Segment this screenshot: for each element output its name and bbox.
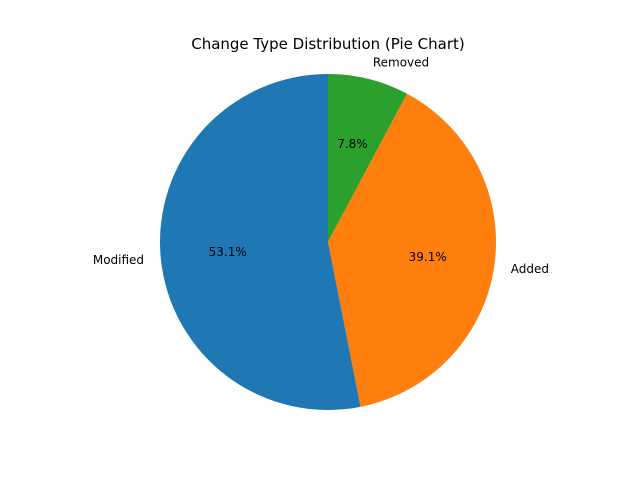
slice-label-added: Added (511, 262, 549, 276)
slice-pct-modified: 53.1% (209, 245, 247, 259)
pie-slice-added (328, 93, 496, 407)
pie-slice-modified (160, 74, 361, 410)
slice-pct-removed: 7.8% (337, 137, 368, 151)
pie-labels: Removed 7.8% Added 39.1% Modified 53.1% (93, 56, 549, 276)
slice-label-modified: Modified (93, 253, 144, 267)
chart-title: Change Type Distribution (Pie Chart) (191, 35, 465, 53)
slice-pct-added: 39.1% (409, 250, 447, 264)
slice-label-removed: Removed (373, 56, 429, 70)
pie-slice-removed (328, 74, 408, 242)
pie-slices (160, 74, 496, 410)
